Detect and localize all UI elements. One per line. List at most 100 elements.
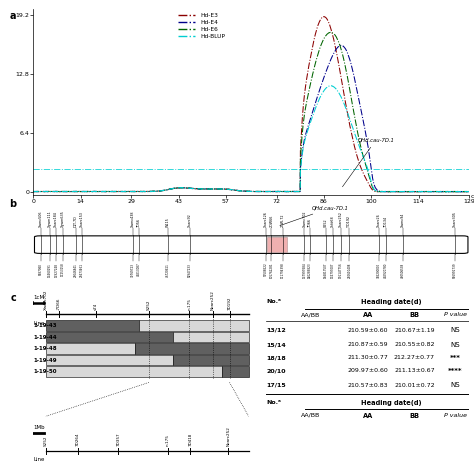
Text: 15/14: 15/14 [266, 342, 286, 347]
Text: 7D192: 7D192 [228, 296, 232, 310]
Text: 210610408: 210610408 [347, 263, 351, 278]
Text: Line: Line [33, 321, 45, 326]
Text: 17/15: 17/15 [266, 383, 286, 388]
Hd-E3 [454, 189, 460, 195]
Line: Hd-BLUP: Hd-BLUP [33, 86, 469, 192]
Text: 7D264: 7D264 [76, 432, 80, 446]
Hd-E6 [53, 189, 58, 194]
Text: Xbarc92: Xbarc92 [188, 213, 192, 227]
Hd-BLUP [454, 189, 460, 194]
Hd-E6 [30, 189, 36, 194]
Text: 166817507: 166817507 [324, 263, 328, 278]
Text: 210.01±0.72: 210.01±0.72 [394, 383, 435, 388]
Text: NS: NS [450, 342, 460, 347]
Text: 5987060: 5987060 [39, 263, 43, 274]
FancyBboxPatch shape [35, 236, 468, 254]
Text: BB: BB [410, 413, 419, 419]
Text: Xwmc702: Xwmc702 [302, 210, 306, 227]
Hd-E3 [374, 189, 380, 194]
Text: Xwmc702: Xwmc702 [44, 289, 47, 310]
Text: 20/10: 20/10 [266, 368, 286, 374]
Bar [135, 344, 249, 354]
Hd-BLUP [242, 188, 248, 194]
Hd-BLUP [416, 189, 422, 195]
Text: 99508622: 99508622 [264, 263, 268, 276]
Text: n-175: n-175 [166, 434, 170, 446]
Hd-BLUP [466, 189, 472, 194]
Hd-BLUP [231, 187, 237, 193]
Text: 46720611: 46720611 [166, 263, 170, 276]
Text: P value: P value [444, 312, 466, 318]
Text: 480506538: 480506538 [401, 263, 405, 278]
Text: 209.97±0.60: 209.97±0.60 [347, 368, 388, 374]
Text: 2DW-72: 2DW-72 [281, 213, 284, 227]
Text: Xwmc94: Xwmc94 [401, 212, 405, 227]
Text: 2DW66: 2DW66 [269, 214, 273, 227]
Text: 211.30±0.77: 211.30±0.77 [347, 356, 388, 360]
Hd-E3 [30, 189, 36, 194]
Text: Xcfd68: Xcfd68 [331, 215, 335, 227]
Text: S252: S252 [324, 218, 328, 227]
Text: 1-19-49: 1-19-49 [33, 357, 57, 363]
Text: 52947233: 52947233 [188, 263, 192, 276]
Hd-E6 [454, 189, 460, 194]
Text: 7D56: 7D56 [137, 218, 141, 227]
Text: Nbarc252: Nbarc252 [227, 426, 230, 446]
Hd-E3 [53, 189, 58, 194]
Text: P value: P value [444, 413, 466, 418]
Line: Hd-E6: Hd-E6 [33, 32, 469, 192]
Hd-E6 [466, 189, 472, 194]
Hd-E4 [466, 189, 472, 195]
Text: Xbarc252: Xbarc252 [339, 210, 343, 227]
Text: S252: S252 [44, 435, 47, 446]
Hd-E4 [454, 189, 460, 194]
Bar [139, 320, 249, 331]
Text: 566991739: 566991739 [453, 263, 457, 278]
Text: 210.87±0.59: 210.87±0.59 [347, 342, 388, 347]
Text: AA: AA [363, 312, 373, 319]
Text: 28046841: 28046841 [74, 263, 78, 276]
Text: 174797007: 174797007 [331, 263, 335, 278]
Text: 137997684: 137997684 [302, 263, 306, 278]
Text: 212.27±0.77: 212.27±0.77 [394, 356, 435, 360]
Text: QHd.cau-7D.1: QHd.cau-7D.1 [280, 205, 349, 226]
Text: 13927248: 13927248 [55, 263, 58, 277]
Bar [46, 366, 222, 377]
Hd-E6 [231, 187, 237, 193]
Text: Xbarc126: Xbarc126 [264, 210, 268, 227]
Hd-E4 [231, 187, 237, 193]
Bar [46, 320, 139, 331]
Text: 29473461: 29473461 [80, 263, 84, 277]
Text: QHd.cau-7D.1: QHd.cau-7D.1 [342, 137, 394, 187]
Hd-E4 [374, 187, 380, 192]
Text: 111794398: 111794398 [281, 263, 284, 278]
Legend: Hd-E3, Hd-E4, Hd-E6, Hd-BLUP: Hd-E3, Hd-E4, Hd-E6, Hd-BLUP [176, 10, 228, 42]
Text: 1-19-43: 1-19-43 [33, 323, 57, 328]
Text: 7D357: 7D357 [117, 432, 120, 446]
Text: c: c [11, 293, 17, 303]
Text: 140289823: 140289823 [308, 263, 312, 278]
Hd-E6 [454, 189, 460, 194]
Hd-E3 [454, 189, 460, 194]
Hd-E6 [328, 29, 334, 35]
Hd-E4 [454, 189, 460, 194]
Bar [267, 237, 287, 252]
Text: s74: s74 [94, 302, 98, 310]
Hd-E6 [374, 189, 380, 194]
Text: 1-19-44: 1-19-44 [33, 335, 57, 339]
Text: 7D418: 7D418 [188, 432, 192, 446]
Text: DLT-7D: DLT-7D [74, 215, 78, 227]
Text: Heading date(d): Heading date(d) [361, 400, 421, 406]
Hd-E3 [242, 188, 248, 194]
Text: Xbarc305: Xbarc305 [453, 210, 457, 227]
Hd-E3 [231, 187, 237, 193]
Text: 386200000: 386200000 [377, 263, 381, 278]
Hd-E4 [338, 43, 344, 48]
Hd-BLUP [454, 189, 460, 195]
Text: 39769723: 39769723 [131, 263, 135, 277]
Text: 7D66: 7D66 [308, 218, 312, 227]
Hd-E3 [466, 189, 472, 194]
Text: S252: S252 [147, 299, 151, 310]
Hd-BLUP [328, 83, 334, 89]
Text: Xwmc506: Xwmc506 [39, 210, 43, 227]
